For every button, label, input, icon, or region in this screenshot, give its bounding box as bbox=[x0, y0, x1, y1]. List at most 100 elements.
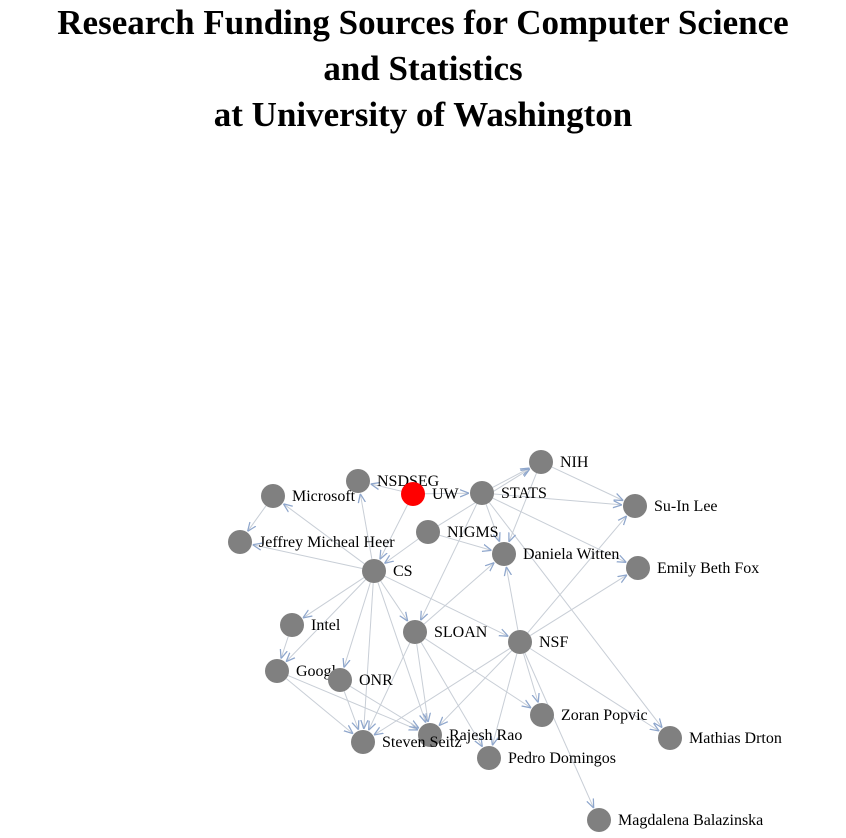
node-circle[interactable] bbox=[530, 703, 554, 727]
node-circle[interactable] bbox=[418, 723, 442, 747]
node-circle[interactable] bbox=[508, 630, 532, 654]
node-label: Intel bbox=[311, 617, 341, 634]
edge-NIH-SuInLee bbox=[551, 466, 623, 500]
node-EmilyFox[interactable]: Emily Beth Fox bbox=[626, 556, 759, 580]
edge-SLOAN-PedroDomingos bbox=[420, 642, 482, 747]
node-circle[interactable] bbox=[658, 726, 682, 750]
node-label: ONR bbox=[359, 672, 393, 689]
node-STATS[interactable]: STATS bbox=[470, 481, 547, 505]
edge-CS-SLOAN bbox=[380, 580, 408, 621]
node-ONR[interactable]: ONR bbox=[328, 668, 393, 692]
edge-NSF-DanielaWitten bbox=[506, 567, 519, 631]
edge-ONR-StevenSeitz bbox=[343, 691, 358, 730]
edge-ONR-RajeshRao bbox=[349, 685, 419, 728]
node-circle[interactable] bbox=[228, 530, 252, 554]
edge-Microsoft-JeffreyHeer bbox=[248, 505, 267, 532]
node-NIH[interactable]: NIH bbox=[529, 450, 589, 474]
node-Intel[interactable]: Intel bbox=[280, 613, 341, 637]
node-label: UW bbox=[432, 486, 460, 503]
node-UW[interactable]: UW bbox=[401, 482, 460, 506]
node-label: Microsoft bbox=[292, 488, 356, 505]
node-circle[interactable] bbox=[362, 559, 386, 583]
node-NIGMS[interactable]: NIGMS bbox=[416, 520, 499, 544]
node-label: Pedro Domingos bbox=[508, 750, 616, 767]
edge-NSF-ZoranPopvic bbox=[523, 653, 539, 703]
node-circle[interactable] bbox=[261, 484, 285, 508]
edge-Google-StevenSeitz bbox=[285, 678, 353, 734]
node-label: NSF bbox=[539, 634, 568, 651]
node-circle[interactable] bbox=[529, 450, 553, 474]
node-MathiasDrton[interactable]: Mathias Drton bbox=[658, 726, 782, 750]
node-MagdalenaBalazinska[interactable]: Magdalena Balazinska bbox=[587, 808, 763, 832]
edge-STATS-DanielaWitten bbox=[485, 504, 500, 542]
node-PedroDomingos[interactable]: Pedro Domingos bbox=[477, 746, 616, 770]
edge-CS-RajeshRao bbox=[377, 582, 426, 722]
edge-NIGMS-DanielaWitten bbox=[439, 534, 492, 550]
node-label: Magdalena Balazinska bbox=[618, 812, 763, 829]
node-label: Steven Seitz bbox=[382, 734, 462, 751]
edge-CS-Google bbox=[286, 579, 366, 662]
node-SuInLee[interactable]: Su-In Lee bbox=[623, 494, 718, 518]
edge-SLOAN-DanielaWitten bbox=[423, 563, 494, 625]
node-label: Rajesh Rao bbox=[449, 727, 522, 744]
node-circle[interactable] bbox=[403, 620, 427, 644]
node-circle[interactable] bbox=[477, 746, 501, 770]
edge-CS-JeffreyHeer bbox=[253, 545, 363, 569]
node-StevenSeitz[interactable]: Steven Seitz bbox=[351, 730, 462, 754]
node-circle[interactable] bbox=[587, 808, 611, 832]
node-circle[interactable] bbox=[265, 659, 289, 683]
node-label: Jeffrey Micheal Heer bbox=[259, 534, 395, 551]
edge-NSF-EmilyFox bbox=[529, 575, 627, 637]
node-SLOAN[interactable]: SLOAN bbox=[403, 620, 488, 644]
node-ZoranPopvic[interactable]: Zoran Popvic bbox=[530, 703, 648, 727]
edge-layer bbox=[248, 466, 662, 808]
node-circle[interactable] bbox=[623, 494, 647, 518]
node-label: NIH bbox=[560, 454, 589, 471]
edge-NSF-SuInLee bbox=[527, 516, 627, 634]
edge-SLOAN-RajeshRao bbox=[416, 643, 428, 722]
edge-STATS-EmilyFox bbox=[492, 497, 627, 562]
node-circle[interactable] bbox=[416, 520, 440, 544]
edge-SLOAN-ZoranPopvic bbox=[424, 638, 531, 708]
edge-NSF-MagdalenaBalazinska bbox=[524, 652, 594, 808]
title-line-2: and Statistics bbox=[323, 49, 523, 88]
edge-NSF-PedroDomingos bbox=[492, 653, 518, 746]
edge-CS-ONR bbox=[344, 582, 371, 668]
node-circle[interactable] bbox=[328, 668, 352, 692]
node-label: STATS bbox=[501, 485, 547, 502]
edge-SLOAN-StevenSeitz bbox=[369, 642, 411, 730]
node-circle[interactable] bbox=[346, 469, 370, 493]
title-line-1: Research Funding Sources for Computer Sc… bbox=[57, 3, 789, 42]
node-circle[interactable] bbox=[351, 730, 375, 754]
node-NSDSEG[interactable]: NSDSEG bbox=[346, 469, 440, 493]
edge-UW-CS bbox=[380, 504, 409, 560]
node-Microsoft[interactable]: Microsoft bbox=[261, 484, 356, 508]
node-circle[interactable] bbox=[280, 613, 304, 637]
edge-Google-RajeshRao bbox=[287, 675, 418, 730]
node-label: Emily Beth Fox bbox=[657, 560, 759, 577]
node-circle[interactable] bbox=[492, 542, 516, 566]
node-label: NSDSEG bbox=[377, 473, 440, 490]
node-JeffreyHeer[interactable]: Jeffrey Micheal Heer bbox=[228, 530, 395, 554]
node-label: Su-In Lee bbox=[654, 498, 718, 515]
node-circle[interactable] bbox=[470, 481, 494, 505]
edge-UW-NSDSEG bbox=[371, 484, 402, 492]
node-RajeshRao[interactable]: Rajesh Rao bbox=[418, 723, 522, 747]
node-DanielaWitten[interactable]: Daniela Witten bbox=[492, 542, 619, 566]
node-label: Zoran Popvic bbox=[561, 707, 648, 724]
edge-NSF-MathiasDrton bbox=[529, 648, 659, 732]
node-circle[interactable] bbox=[626, 556, 650, 580]
node-circle[interactable] bbox=[401, 482, 425, 506]
node-NSF[interactable]: NSF bbox=[508, 630, 568, 654]
edge-STATS-SLOAN bbox=[421, 503, 478, 621]
edge-CS-NSF bbox=[384, 575, 509, 636]
node-label: CS bbox=[393, 563, 413, 580]
edge-NSF-StevenSeitz bbox=[374, 647, 511, 735]
node-label: SLOAN bbox=[434, 624, 488, 641]
node-CS[interactable]: CS bbox=[362, 559, 413, 583]
edge-Intel-Google bbox=[281, 636, 289, 658]
chart-title: Research Funding Sources for Computer Sc… bbox=[0, 0, 846, 138]
edge-NIGMS-CS bbox=[385, 538, 419, 563]
